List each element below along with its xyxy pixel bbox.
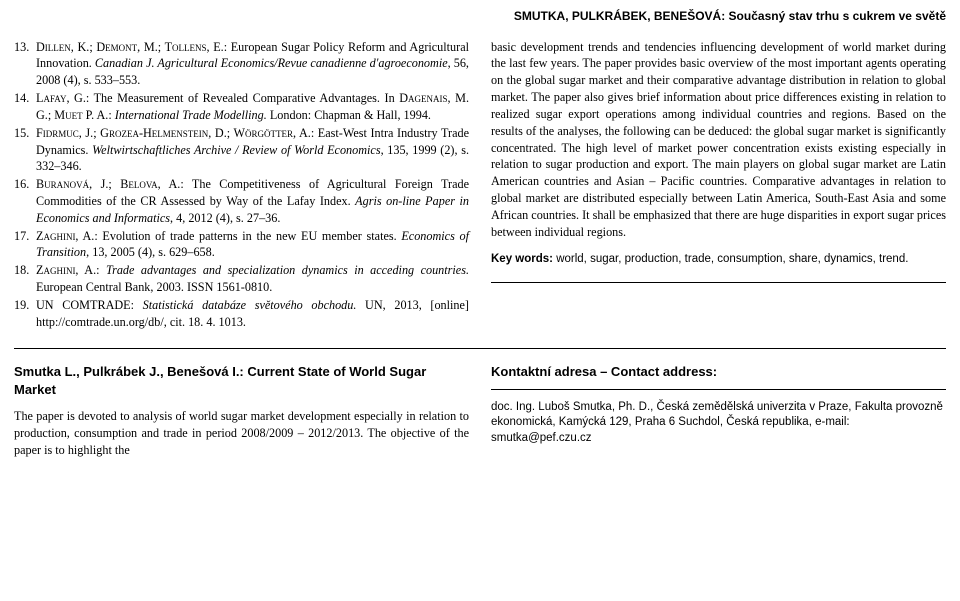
- contact-details: doc. Ing. Luboš Smutka, Ph. D., Česká ze…: [491, 400, 946, 447]
- ref-body: Zaghini, A.: Evolution of trade patterns…: [36, 228, 469, 262]
- ref-body: Zaghini, A.: Trade advantages and specia…: [36, 262, 469, 296]
- abstract-continuation: basic development trends and tendencies …: [491, 39, 946, 241]
- reference-item: 15.Fidrmuc, J.; Grozea-Helmenstein, D.; …: [14, 125, 469, 175]
- right-column: basic development trends and tendencies …: [491, 39, 946, 332]
- contact-divider: [491, 389, 946, 390]
- bottom-right-column: Kontaktní adresa – Contact address: doc.…: [491, 363, 946, 459]
- reference-item: 13.Dillen, K.; Demont, M.; Tollens, E.: …: [14, 39, 469, 89]
- running-head: SMUTKA, PULKRÁBEK, BENEŠOVÁ: Současný st…: [14, 8, 946, 25]
- english-title: Smutka L., Pulkrábek J., Benešová I.: Cu…: [14, 363, 469, 401]
- english-abstract-start: The paper is devoted to analysis of worl…: [14, 408, 469, 458]
- main-columns: 13.Dillen, K.; Demont, M.; Tollens, E.: …: [14, 39, 946, 332]
- keywords-block: Key words: world, sugar, production, tra…: [491, 252, 946, 268]
- ref-body: Dillen, K.; Demont, M.; Tollens, E.: Eur…: [36, 39, 469, 89]
- divider-line: [491, 282, 946, 283]
- ref-body: Lafay, G.: The Measurement of Revealed C…: [36, 90, 469, 124]
- bottom-columns: Smutka L., Pulkrábek J., Benešová I.: Cu…: [14, 363, 946, 459]
- reference-list: 13.Dillen, K.; Demont, M.; Tollens, E.: …: [14, 39, 469, 331]
- ref-number: 13.: [14, 39, 36, 89]
- ref-body: Fidrmuc, J.; Grozea-Helmenstein, D.; Wör…: [36, 125, 469, 175]
- left-column: 13.Dillen, K.; Demont, M.; Tollens, E.: …: [14, 39, 469, 332]
- reference-item: 16.Buranová, J.; Belova, A.: The Competi…: [14, 176, 469, 226]
- reference-item: 17.Zaghini, A.: Evolution of trade patte…: [14, 228, 469, 262]
- keywords-text: world, sugar, production, trade, consump…: [553, 253, 908, 265]
- ref-number: 14.: [14, 90, 36, 124]
- section-divider: [14, 348, 946, 349]
- ref-number: 18.: [14, 262, 36, 296]
- bottom-left-column: Smutka L., Pulkrábek J., Benešová I.: Cu…: [14, 363, 469, 459]
- reference-item: 18.Zaghini, A.: Trade advantages and spe…: [14, 262, 469, 296]
- ref-number: 17.: [14, 228, 36, 262]
- keywords-label: Key words:: [491, 253, 553, 265]
- ref-body: Buranová, J.; Belova, A.: The Competitiv…: [36, 176, 469, 226]
- reference-item: 19.UN COMTRADE: Statistická databáze svě…: [14, 297, 469, 331]
- ref-number: 19.: [14, 297, 36, 331]
- ref-number: 16.: [14, 176, 36, 226]
- ref-body: UN COMTRADE: Statistická databáze světov…: [36, 297, 469, 331]
- ref-number: 15.: [14, 125, 36, 175]
- reference-item: 14.Lafay, G.: The Measurement of Reveale…: [14, 90, 469, 124]
- contact-heading: Kontaktní adresa – Contact address:: [491, 363, 946, 381]
